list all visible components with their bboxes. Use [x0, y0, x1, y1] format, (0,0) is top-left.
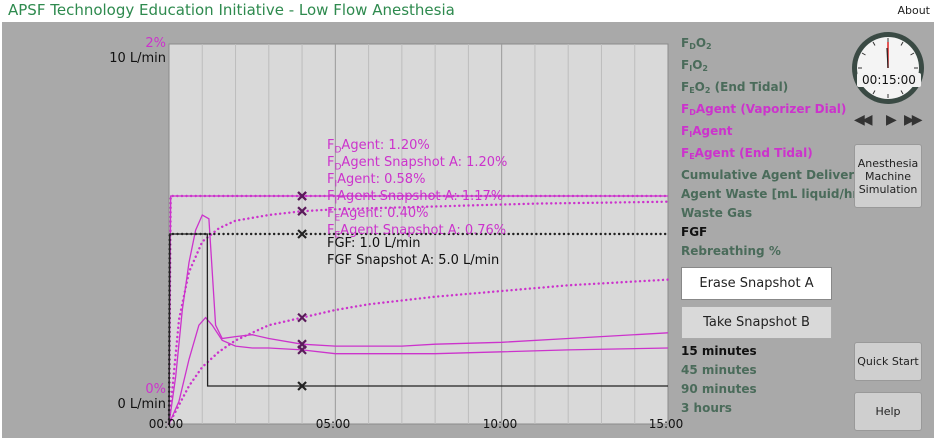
x-tick-label: 15:00 — [648, 417, 684, 431]
y-axis-bottom-flow: 0 L/min — [117, 397, 166, 412]
take-snapshot-button[interactable]: Take Snapshot B — [681, 306, 832, 339]
x-tick-label: 05:00 — [315, 417, 351, 431]
play-button[interactable]: ▶ — [886, 112, 897, 128]
legend-item[interactable]: FDO2 — [681, 36, 712, 51]
duration-option[interactable]: 45 minutes — [681, 363, 757, 377]
series-line — [167, 200, 670, 426]
data-point-marker — [297, 229, 307, 239]
data-point-marker — [297, 191, 307, 201]
trend-chart — [167, 43, 670, 426]
top-bar: APSF Technology Education Initiative - L… — [0, 0, 936, 22]
x-tick-label: 10:00 — [482, 417, 518, 431]
duration-option[interactable]: 3 hours — [681, 401, 732, 415]
clock-time: 00:15:00 — [857, 73, 921, 87]
legend-item[interactable]: FIAgent — [681, 124, 733, 139]
parameter-legend: FDO2 FIO2 FEO2 (End Tidal) FDAgent (Vaporiz… — [681, 34, 871, 261]
data-point-marker — [297, 312, 307, 323]
series-line — [168, 233, 668, 425]
main-panel: 2% 10 L/min 0% 0 L/min 00:00 05:00 10:00… — [2, 22, 934, 438]
series-line — [167, 278, 670, 426]
legend-item[interactable]: Rebreathing % — [681, 244, 781, 258]
y-axis-top-flow: 10 L/min — [109, 51, 166, 66]
series-line — [168, 214, 669, 425]
legend-item[interactable]: Cumulative Agent Delivered — [681, 168, 872, 182]
y-axis-top-percent: 2% — [145, 36, 166, 51]
annotation-line: FIAgent: 0.58% — [327, 172, 426, 190]
duration-option[interactable]: 90 minutes — [681, 382, 757, 396]
data-point-marker — [297, 206, 307, 216]
simulation-button[interactable]: Anesthesia Machine Simulation — [854, 144, 922, 208]
data-point-marker — [297, 345, 307, 355]
annotation-line: FGF Snapshot A: 5.0 L/min — [327, 253, 500, 268]
legend-item[interactable]: FIO2 — [681, 58, 708, 73]
about-link[interactable]: About — [897, 4, 930, 17]
annotation-line: FEAgent Snapshot A: 0.76% — [327, 223, 507, 241]
y-axis-bottom-percent: 0% — [145, 382, 166, 397]
legend-item[interactable]: FDAgent (Vaporizer Dial) — [681, 102, 847, 117]
legend-item[interactable]: FGF — [681, 225, 708, 239]
fast-forward-button[interactable]: ▶▶ — [904, 112, 922, 128]
clock-icon — [852, 32, 924, 104]
rewind-button[interactable]: ◀◀ — [854, 112, 872, 128]
series-line — [168, 316, 669, 425]
legend-item[interactable]: Agent Waste [mL liquid/hr] — [681, 187, 864, 201]
annotation-line: FGF: 1.0 L/min — [327, 236, 421, 251]
annotation-line: FDAgent: 1.20% — [327, 138, 430, 156]
annotation-line: FDAgent Snapshot A: 1.20% — [327, 155, 508, 173]
legend-item[interactable]: FEO2 (End Tidal) — [681, 80, 789, 95]
legend-item[interactable]: Waste Gas — [681, 206, 753, 220]
app-title: APSF Technology Education Initiative - L… — [8, 1, 455, 19]
annotation-line: FIAgent Snapshot A: 1.17% — [327, 189, 504, 207]
series-line — [167, 232, 670, 426]
data-point-marker — [297, 381, 307, 391]
x-tick-label: 00:00 — [148, 417, 184, 431]
annotation-line: FEAgent: 0.40% — [327, 206, 429, 224]
help-button[interactable]: Help — [854, 392, 922, 431]
duration-option[interactable]: 15 minutes — [681, 344, 757, 358]
erase-snapshot-button[interactable]: Erase Snapshot A — [681, 267, 832, 300]
quick-start-button[interactable]: Quick Start — [854, 342, 922, 381]
legend-item[interactable]: FEAgent (End Tidal) — [681, 146, 813, 161]
